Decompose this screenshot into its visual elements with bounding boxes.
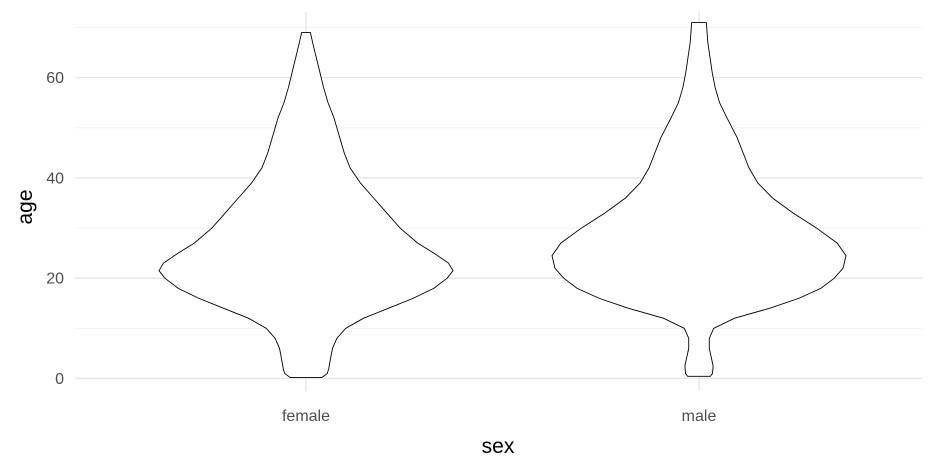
y-tick-label: 40: [46, 170, 64, 187]
y-axis-title: age: [14, 189, 37, 224]
violin-female: [158, 32, 454, 379]
violin-male: [551, 22, 847, 377]
y-axis-ticks: 0 20 40 60: [46, 70, 64, 388]
x-tick-label-male: male: [682, 408, 717, 425]
y-tick-label: 60: [46, 70, 64, 87]
y-tick-label: 20: [46, 271, 64, 288]
x-axis-ticks: female male: [282, 408, 716, 425]
x-axis-title: sex: [482, 435, 515, 458]
x-tick-label-female: female: [282, 408, 330, 425]
violins: [158, 22, 847, 379]
grid: [75, 12, 922, 391]
y-tick-label: 0: [55, 371, 64, 388]
